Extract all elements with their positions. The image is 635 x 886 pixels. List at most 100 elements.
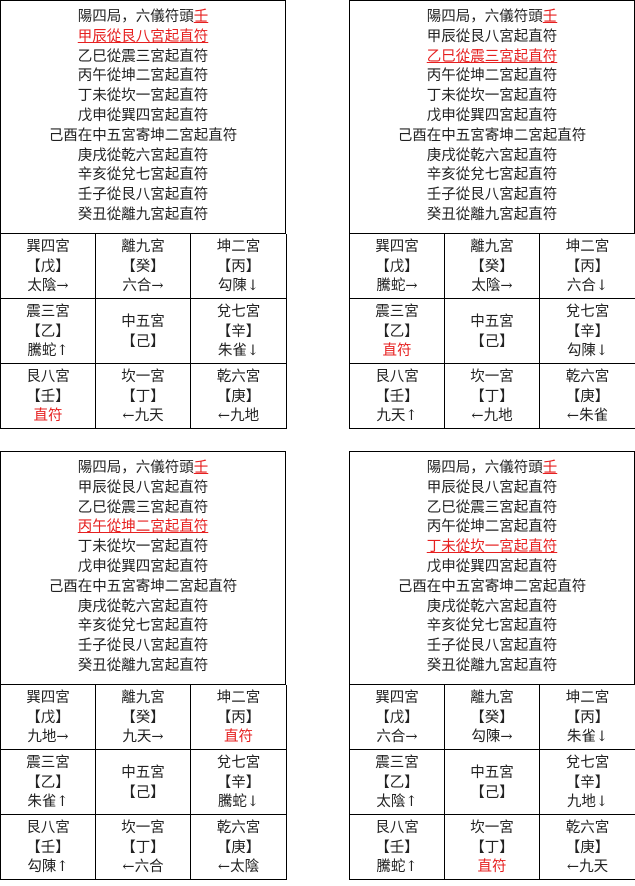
palace-god: 九天↑	[376, 408, 418, 425]
palace-god: 騰蛇↓	[217, 794, 260, 811]
rule-line: 戊申從巽四宮起直符	[426, 558, 558, 575]
rule-line: 丙午從坤二宮起直符	[77, 519, 209, 536]
title-line: 陽四局，六儀符頭壬	[350, 459, 634, 479]
palace-cell: 中五宮 【己】	[96, 750, 191, 815]
palace-god: 朱雀↑	[27, 794, 69, 811]
palace-stem: 【壬】	[26, 388, 70, 405]
title-prefix: 陽四局，六儀符頭	[426, 460, 543, 476]
palace-stem: 【庚】	[565, 839, 610, 856]
palace-cell: 坎一宮 【丁】 直符	[445, 815, 540, 880]
palace-grid: 巽四宮 【戊】 六合→ 離九宮 【癸】 勾陳→ 坤二宮 【丙】 朱雀↓ 震三宮 【乙】 太陰↑ 中五宮【…	[349, 685, 635, 880]
palace-palace: 坎一宮	[470, 820, 514, 837]
title-stem: 壬	[542, 460, 558, 476]
palace-cell: 乾六宮 【庚】 ←太陰	[191, 815, 287, 880]
title-prefix: 陽四局，六儀符頭	[426, 9, 543, 25]
palace-cell: 坤二宮 【丙】 朱雀↓	[540, 685, 635, 750]
palace-cell: 離九宮 【癸】 九天→	[96, 685, 191, 750]
rule-line: 壬子從艮八宮起直符	[426, 187, 558, 204]
palace-palace: 兌七宮	[216, 304, 261, 321]
palace-stem: 【乙】	[375, 323, 419, 340]
title-prefix: 陽四局，六儀符頭	[77, 460, 194, 476]
palace-cell: 艮八宮 【壬】 直符	[1, 364, 96, 429]
title-prefix: 陽四局，六儀符頭	[77, 9, 194, 25]
palace-cell: 坤二宮 【丙】 六合↓	[540, 234, 635, 299]
palace-palace: 巽四宮	[26, 239, 70, 256]
palace-stem: 【戊】	[375, 709, 419, 726]
palace-cell: 巽四宮【戊】騰蛇→	[350, 234, 445, 299]
palace-stem: 【己】	[121, 333, 165, 350]
rule-line: 乙巳從震三宮起直符	[77, 48, 209, 65]
palace-stem: 【辛】	[216, 323, 261, 340]
palace-palace: 坤二宮	[565, 239, 610, 256]
palace-stem: 【庚】	[565, 388, 610, 405]
rule-line: 甲辰從艮八宮起直符	[77, 479, 209, 496]
palace-palace: 中五宮	[121, 765, 165, 781]
palace-palace: 乾六宮	[216, 820, 261, 837]
palace-palace: 兌七宮	[565, 304, 610, 321]
palace-cell: 離九宮 【癸】 六合→	[96, 234, 191, 299]
palace-god: 勾陳→	[471, 729, 513, 746]
palace-cell: 兌七宮 【辛】 九地↓	[540, 750, 635, 815]
rule-line: 辛亥從兌七宮起直符	[426, 618, 558, 635]
palace-god: 九天→	[122, 729, 164, 746]
palace-palace: 中五宮	[470, 314, 514, 330]
chart-panel-2: 陽四局，六儀符頭壬 甲辰從艮八宮起直符 乙巳從震三宮起直符 丙午從坤二宮起直符 丁未從坎…	[349, 0, 635, 429]
rule-line: 丙午從坤二宮起直符	[77, 68, 209, 85]
palace-cell: 艮八宮 【壬】 九天↑	[350, 364, 445, 429]
palace-god: 太陰→	[27, 278, 69, 295]
palace-cell: 巽四宮【戊】太陰→	[1, 234, 96, 299]
palace-cell: 坎一宮 【丁】 ←九地	[445, 364, 540, 429]
palace-god: 九地↓	[566, 794, 609, 811]
rule-line: 癸丑從離九宮起直符	[77, 657, 209, 674]
palace-stem: 【庚】	[216, 839, 261, 856]
palace-god: 太陰→	[471, 278, 513, 295]
rule-line: 甲辰從艮八宮起直符	[77, 28, 209, 45]
palace-stem: 【戊】	[26, 258, 70, 275]
palace-palace: 艮八宮	[26, 820, 70, 837]
palace-palace: 震三宮	[26, 304, 70, 321]
rule-line: 戊申從巽四宮起直符	[77, 107, 209, 124]
rule-line: 己酉在中五宮寄坤二宮起直符	[48, 127, 238, 144]
palace-cell: 坎一宮 【丁】 ←九天	[96, 364, 191, 429]
palace-stem: 【乙】	[26, 774, 70, 791]
palace-god: 直符	[382, 343, 412, 360]
palace-palace: 巽四宮	[375, 239, 419, 256]
title-stem: 壬	[193, 9, 209, 25]
palace-stem: 【戊】	[26, 709, 70, 726]
palace-palace: 乾六宮	[216, 369, 261, 386]
rule-line: 丙午從坤二宮起直符	[426, 68, 558, 85]
palace-stem: 【壬】	[375, 839, 419, 856]
palace-palace: 離九宮	[470, 239, 514, 256]
palace-palace: 坤二宮	[565, 690, 610, 707]
palace-god: 直符	[33, 408, 63, 425]
palace-cell: 震三宮 【乙】 朱雀↑	[1, 750, 96, 815]
palace-palace: 巽四宮	[375, 690, 419, 707]
palace-god: 六合→	[376, 729, 418, 746]
chart-panel-3: 陽四局，六儀符頭壬 甲辰從艮八宮起直符 乙巳從震三宮起直符 丙午從坤二宮起直符 丁未從坎…	[0, 451, 287, 880]
rule-line: 乙巳從震三宮起直符	[426, 48, 558, 65]
palace-palace: 坤二宮	[216, 690, 261, 707]
palace-cell: 離九宮 【癸】 太陰→	[445, 234, 540, 299]
rule-line: 庚戌從乾六宮起直符	[426, 147, 558, 164]
palace-cell: 中五宮 【己】	[445, 750, 540, 815]
palace-god: 騰蛇↑	[376, 859, 418, 876]
palace-god: ←朱雀	[566, 408, 609, 425]
palace-god: ←六合	[122, 859, 164, 876]
palace-palace: 震三宮	[375, 755, 419, 772]
rule-line: 癸丑從離九宮起直符	[426, 206, 558, 223]
palace-god: 九地→	[27, 729, 69, 746]
palace-god: 六合↓	[566, 278, 609, 295]
palace-palace: 坎一宮	[121, 820, 165, 837]
palace-god: ←九天	[122, 408, 164, 425]
palace-palace: 震三宮	[375, 304, 419, 321]
palace-cell: 離九宮 【癸】 勾陳→	[445, 685, 540, 750]
palace-stem: 【丙】	[565, 709, 610, 726]
palace-god: 騰蛇→	[376, 278, 418, 295]
palace-god: 勾陳↑	[27, 859, 69, 876]
rule-line: 己酉在中五宮寄坤二宮起直符	[397, 578, 587, 595]
palace-stem: 【乙】	[26, 323, 70, 340]
palace-stem: 【戊】	[375, 258, 419, 275]
palace-god: 六合→	[122, 278, 164, 295]
title-stem: 壬	[193, 460, 209, 476]
rule-line: 丁未從坎一宮起直符	[426, 88, 558, 105]
